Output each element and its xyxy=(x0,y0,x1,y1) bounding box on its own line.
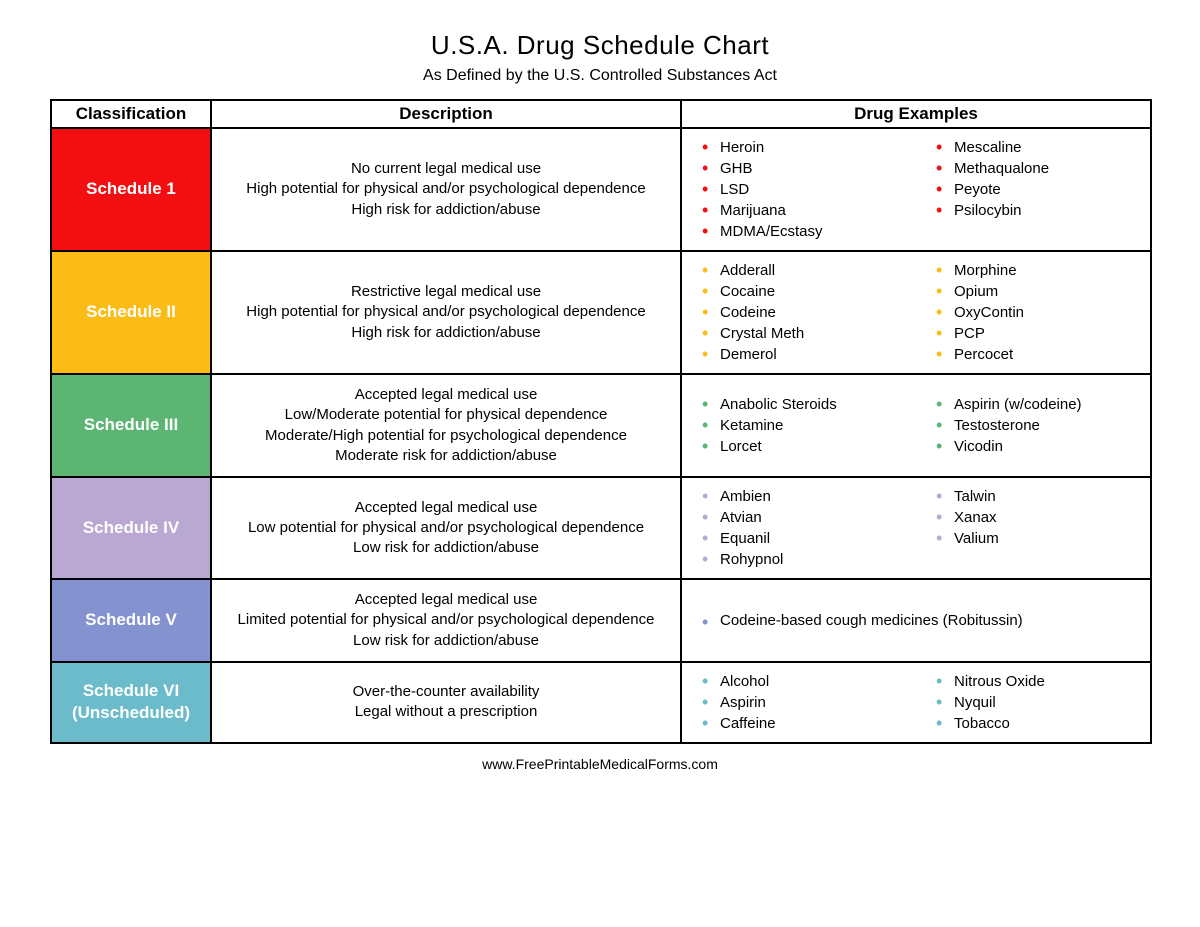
footer-text: www.FreePrintableMedicalForms.com xyxy=(50,756,1150,772)
drug-list: MescalineMethaqualonePeyotePsilocybin xyxy=(916,137,1150,221)
drug-example: Opium xyxy=(954,281,1150,302)
classification-cell: Schedule VI(Unscheduled) xyxy=(51,662,211,743)
drug-example: Cocaine xyxy=(720,281,916,302)
drug-example: Ambien xyxy=(720,486,916,507)
examples-cell: HeroinGHBLSDMarijuanaMDMA/EcstasyMescali… xyxy=(681,128,1151,251)
table-row: Schedule VAccepted legal medical useLimi… xyxy=(51,579,1151,662)
drug-example: Psilocybin xyxy=(954,200,1150,221)
drug-list: AmbienAtvianEquanilRohypnol xyxy=(682,486,916,570)
drug-example: Ketamine xyxy=(720,415,916,436)
drug-list: AlcoholAspirinCaffeine xyxy=(682,671,916,734)
page-title: U.S.A. Drug Schedule Chart xyxy=(50,30,1150,61)
table-row: Schedule 1No current legal medical useHi… xyxy=(51,128,1151,251)
page-subtitle: As Defined by the U.S. Controlled Substa… xyxy=(50,67,1150,85)
drug-example: Codeine xyxy=(720,302,916,323)
table-row: Schedule IVAccepted legal medical useLow… xyxy=(51,477,1151,579)
header-classification: Classification xyxy=(51,100,211,128)
table-header-row: Classification Description Drug Examples xyxy=(51,100,1151,128)
drug-example: Marijuana xyxy=(720,200,916,221)
drug-example: Testosterone xyxy=(954,415,1150,436)
drug-list: Nitrous OxideNyquilTobacco xyxy=(916,671,1150,734)
drug-example: Tobacco xyxy=(954,713,1150,734)
drug-example: GHB xyxy=(720,158,916,179)
drug-example: Codeine-based cough medicines (Robitussi… xyxy=(682,612,1150,629)
drug-example: Alcohol xyxy=(720,671,916,692)
table-row: Schedule IIIAccepted legal medical useLo… xyxy=(51,374,1151,477)
drug-example: Equanil xyxy=(720,528,916,549)
drug-example: Lorcet xyxy=(720,436,916,457)
drug-example: Nitrous Oxide xyxy=(954,671,1150,692)
examples-cell: Codeine-based cough medicines (Robitussi… xyxy=(681,579,1151,662)
drug-example: Crystal Meth xyxy=(720,323,916,344)
drug-example: Nyquil xyxy=(954,692,1150,713)
drug-example: PCP xyxy=(954,323,1150,344)
drug-list: HeroinGHBLSDMarijuanaMDMA/Ecstasy xyxy=(682,137,916,242)
description-cell: Accepted legal medical useLimited potent… xyxy=(211,579,681,662)
drug-list: AdderallCocaineCodeineCrystal MethDemero… xyxy=(682,260,916,365)
drug-list: Aspirin (w/codeine)TestosteroneVicodin xyxy=(916,394,1150,457)
drug-example: Xanax xyxy=(954,507,1150,528)
drug-example: LSD xyxy=(720,179,916,200)
drug-list: TalwinXanaxValium xyxy=(916,486,1150,549)
drug-example: Percocet xyxy=(954,344,1150,365)
schedule-table: Classification Description Drug Examples… xyxy=(50,99,1152,744)
drug-example: Mescaline xyxy=(954,137,1150,158)
description-cell: Over-the-counter availabilityLegal witho… xyxy=(211,662,681,743)
examples-cell: AmbienAtvianEquanilRohypnolTalwinXanaxVa… xyxy=(681,477,1151,579)
drug-example: Morphine xyxy=(954,260,1150,281)
drug-list: MorphineOpiumOxyContinPCPPercocet xyxy=(916,260,1150,365)
classification-cell: Schedule IV xyxy=(51,477,211,579)
drug-example: OxyContin xyxy=(954,302,1150,323)
drug-example: Demerol xyxy=(720,344,916,365)
drug-example: Anabolic Steroids xyxy=(720,394,916,415)
drug-example: Methaqualone xyxy=(954,158,1150,179)
classification-cell: Schedule II xyxy=(51,251,211,374)
drug-example: Vicodin xyxy=(954,436,1150,457)
description-cell: Restrictive legal medical useHigh potent… xyxy=(211,251,681,374)
description-cell: Accepted legal medical useLow potential … xyxy=(211,477,681,579)
drug-example: Adderall xyxy=(720,260,916,281)
drug-example: MDMA/Ecstasy xyxy=(720,221,916,242)
description-cell: No current legal medical useHigh potenti… xyxy=(211,128,681,251)
drug-example: Valium xyxy=(954,528,1150,549)
examples-cell: AlcoholAspirinCaffeineNitrous OxideNyqui… xyxy=(681,662,1151,743)
examples-cell: Anabolic SteroidsKetamineLorcetAspirin (… xyxy=(681,374,1151,477)
classification-cell: Schedule III xyxy=(51,374,211,477)
description-cell: Accepted legal medical useLow/Moderate p… xyxy=(211,374,681,477)
drug-example: Rohypnol xyxy=(720,549,916,570)
drug-example: Caffeine xyxy=(720,713,916,734)
drug-example: Atvian xyxy=(720,507,916,528)
table-row: Schedule VI(Unscheduled)Over-the-counter… xyxy=(51,662,1151,743)
drug-list: Anabolic SteroidsKetamineLorcet xyxy=(682,394,916,457)
drug-example: Heroin xyxy=(720,137,916,158)
examples-cell: AdderallCocaineCodeineCrystal MethDemero… xyxy=(681,251,1151,374)
header-description: Description xyxy=(211,100,681,128)
header-examples: Drug Examples xyxy=(681,100,1151,128)
drug-example: Peyote xyxy=(954,179,1150,200)
drug-example: Aspirin (w/codeine) xyxy=(954,394,1150,415)
drug-example: Aspirin xyxy=(720,692,916,713)
table-row: Schedule IIRestrictive legal medical use… xyxy=(51,251,1151,374)
drug-example: Talwin xyxy=(954,486,1150,507)
classification-cell: Schedule 1 xyxy=(51,128,211,251)
classification-cell: Schedule V xyxy=(51,579,211,662)
